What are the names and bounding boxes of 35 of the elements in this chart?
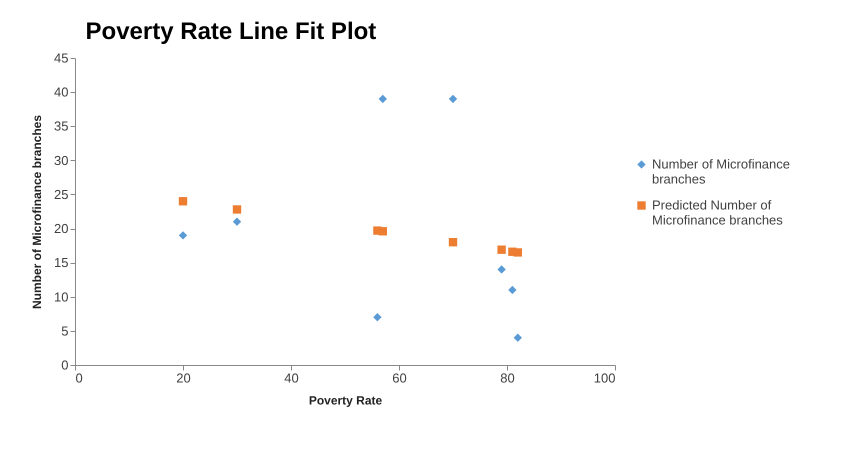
y-tick-label: 20: [54, 221, 68, 236]
x-tick-label: 20: [176, 370, 191, 386]
point: [497, 265, 506, 274]
y-tick-label: 40: [54, 84, 68, 100]
legend-label: Number of Microfinance branches: [652, 156, 790, 186]
point: [497, 246, 506, 254]
y-tick-label: 10: [54, 289, 68, 304]
point: [178, 197, 188, 206]
x-tick-label: 100: [594, 370, 616, 386]
point: [508, 286, 517, 294]
point: [178, 231, 188, 240]
point: [232, 218, 242, 226]
x-axis-title: Poverty Rate: [308, 394, 383, 408]
point: [232, 205, 242, 214]
x-tick-label: 60: [392, 370, 407, 386]
y-tick-label: 0: [61, 358, 68, 372]
y-tick-label: 30: [54, 152, 68, 168]
point: [514, 248, 522, 257]
x-tick-label: 0: [76, 370, 83, 386]
point: [373, 313, 382, 322]
point: [378, 94, 387, 104]
legend-label: Predicted Number of Microfinance branches: [652, 198, 784, 228]
point: [448, 238, 458, 246]
x-tick-label: 80: [500, 370, 515, 386]
chart-title: Poverty Rate Line Fit Plot: [86, 18, 376, 45]
y-tick-label: 25: [54, 186, 68, 202]
point: [378, 227, 387, 236]
point: [448, 94, 458, 104]
y-axis-title: Number of Microfinance branches: [30, 114, 44, 310]
y-tick-label: 5: [61, 323, 68, 338]
x-tick-label: 40: [284, 370, 299, 386]
y-tick-label: 45: [54, 50, 68, 66]
point: [514, 334, 522, 342]
y-tick-label: 35: [54, 118, 68, 134]
y-tick-label: 15: [54, 255, 68, 270]
